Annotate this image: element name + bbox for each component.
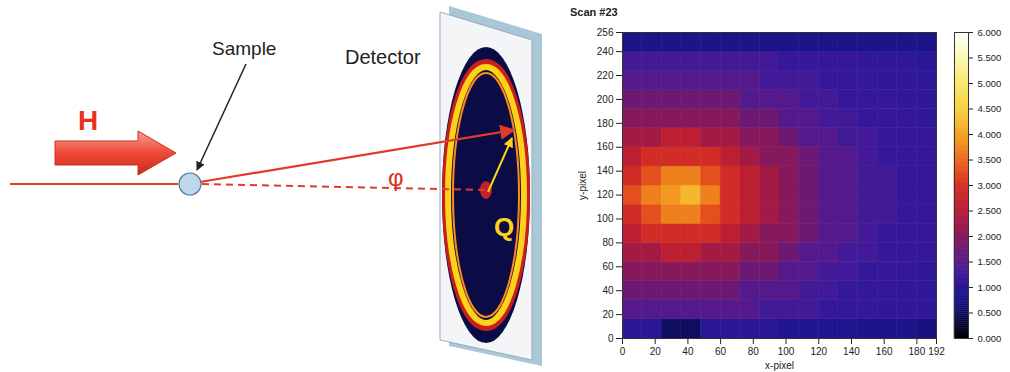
svg-text:4.000: 4.000: [978, 129, 1002, 140]
svg-text:φ: φ: [388, 164, 404, 191]
svg-text:180: 180: [597, 118, 614, 129]
svg-text:192: 192: [928, 346, 945, 357]
svg-text:100: 100: [597, 213, 614, 224]
svg-text:40: 40: [682, 346, 694, 357]
svg-text:180: 180: [909, 346, 926, 357]
svg-text:0.500: 0.500: [978, 307, 1002, 318]
svg-text:140: 140: [597, 165, 614, 176]
svg-text:256: 256: [597, 27, 614, 38]
svg-text:20: 20: [602, 309, 614, 320]
svg-text:160: 160: [876, 346, 893, 357]
svg-text:3.000: 3.000: [978, 180, 1002, 191]
svg-text:5.500: 5.500: [978, 52, 1002, 63]
svg-text:80: 80: [748, 346, 760, 357]
svg-text:80: 80: [602, 237, 614, 248]
svg-text:Sample: Sample: [212, 38, 276, 59]
svg-text:160: 160: [597, 141, 614, 152]
svg-text:H: H: [78, 105, 98, 136]
svg-text:3.500: 3.500: [978, 154, 1002, 165]
svg-text:220: 220: [597, 70, 614, 81]
svg-text:Q: Q: [494, 212, 514, 242]
svg-text:40: 40: [602, 285, 614, 296]
svg-text:6.000: 6.000: [978, 27, 1002, 38]
svg-text:120: 120: [810, 346, 827, 357]
svg-text:0: 0: [608, 333, 614, 344]
svg-text:100: 100: [778, 346, 795, 357]
svg-text:0: 0: [620, 346, 626, 357]
svg-text:200: 200: [597, 94, 614, 105]
svg-text:0.000: 0.000: [978, 333, 1002, 344]
html-text:Scan #23: Scan #23: [570, 6, 618, 18]
svg-text:1.000: 1.000: [978, 282, 1002, 293]
svg-text:2.500: 2.500: [978, 205, 1002, 216]
svg-text:1.500: 1.500: [978, 256, 1002, 267]
svg-text:240: 240: [597, 46, 614, 57]
svg-text:60: 60: [602, 261, 614, 272]
svg-text:120: 120: [597, 189, 614, 200]
svg-text:4.500: 4.500: [978, 103, 1002, 114]
svg-text:2.000: 2.000: [978, 231, 1002, 242]
svg-text:140: 140: [843, 346, 860, 357]
svg-text:5.000: 5.000: [978, 78, 1002, 89]
svg-text:60: 60: [715, 346, 727, 357]
svg-text:20: 20: [650, 346, 662, 357]
svg-text:y-pixel: y-pixel: [577, 171, 588, 200]
svg-text:x-pixel: x-pixel: [765, 360, 794, 371]
svg-text:Detector: Detector: [345, 46, 421, 68]
